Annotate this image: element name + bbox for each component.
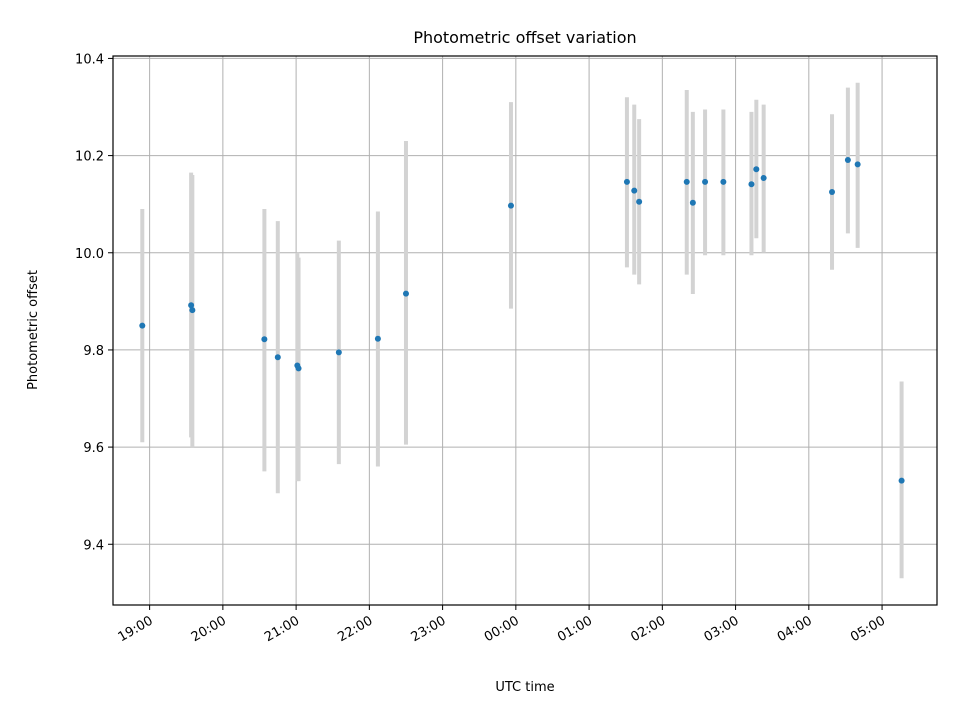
y-tick-label: 10.4 <box>75 52 104 67</box>
data-point <box>760 174 767 181</box>
x-tick-label: 01:00 <box>555 613 595 645</box>
data-point <box>748 181 755 188</box>
x-axis-ticks: 19:00 20:00 21:00 22:00 23:00 00:00 01:00 02:00… <box>116 605 888 645</box>
x-tick-label: 22:00 <box>335 613 375 645</box>
data-point <box>374 335 381 342</box>
plot-frame <box>112 55 938 606</box>
y-tick-label: 9.6 <box>83 441 104 456</box>
error-bars <box>140 82 904 579</box>
x-tick-label: 05:00 <box>848 613 888 645</box>
data-point <box>636 198 643 205</box>
data-point <box>631 187 638 194</box>
data-point <box>683 178 690 185</box>
data-points <box>139 156 905 484</box>
data-point <box>188 302 195 309</box>
y-tick-label: 9.4 <box>83 538 104 553</box>
grid <box>113 56 937 605</box>
data-point <box>753 166 760 173</box>
data-point <box>854 161 861 168</box>
x-axis-label: UTC time <box>495 680 554 695</box>
x-tick-label: 20:00 <box>189 613 229 645</box>
chart-title: Photometric offset variation <box>413 28 636 47</box>
x-tick-label: 03:00 <box>702 613 742 645</box>
data-point <box>335 349 342 356</box>
x-tick-label: 21:00 <box>262 613 302 645</box>
data-point <box>139 322 146 329</box>
data-point <box>623 178 630 185</box>
data-point <box>189 307 196 314</box>
y-axis-ticks: 9.4 9.6 9.8 10.0 10.2 10.4 <box>75 52 113 553</box>
y-tick-label: 9.8 <box>83 344 104 359</box>
data-point <box>295 365 302 372</box>
x-tick-label: 19:00 <box>116 613 156 645</box>
data-point <box>507 202 514 209</box>
y-tick-label: 10.2 <box>75 150 104 165</box>
x-tick-label: 02:00 <box>628 613 668 645</box>
data-point <box>844 156 851 163</box>
data-point <box>829 189 836 196</box>
data-point <box>274 354 281 361</box>
data-point <box>720 178 727 185</box>
x-tick-label: 04:00 <box>775 613 815 645</box>
x-tick-label: 00:00 <box>482 613 522 645</box>
y-tick-label: 10.0 <box>75 247 104 262</box>
data-point <box>261 336 268 343</box>
x-tick-label: 23:00 <box>409 613 449 645</box>
data-point <box>702 178 709 185</box>
y-axis-label: Photometric offset <box>26 270 41 390</box>
data-point <box>898 477 905 484</box>
data-point <box>402 290 409 297</box>
data-point <box>689 199 696 206</box>
